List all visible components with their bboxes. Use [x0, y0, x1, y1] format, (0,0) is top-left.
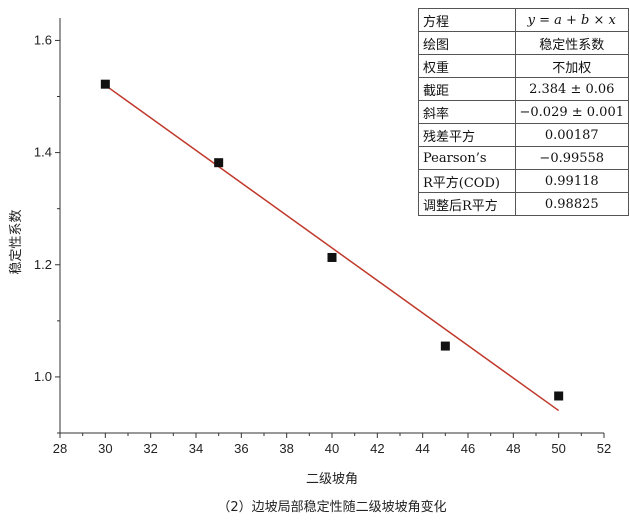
stats-row: 斜率 −0.029 ± 0.001: [418, 100, 629, 124]
x-tick-label: 44: [415, 441, 429, 456]
fit-statistics-table: 方程 y = a + b × x 绘图 稳定性系数 权重 不加权 截距 2.384 ± 0.0…: [418, 8, 629, 216]
stats-row: 权重 不加权: [418, 54, 629, 78]
y-tick-label: 1.4: [34, 145, 52, 160]
data-point-marker: [214, 158, 224, 168]
stats-label: 方程: [418, 8, 516, 32]
stats-row: 截距 2.384 ± 0.06: [418, 77, 629, 101]
figure-caption: （2）边坡局部稳定性随二级坡坡角变化: [217, 499, 446, 515]
stats-label: 调整后R平方: [418, 192, 516, 216]
data-points: [100, 79, 564, 401]
stats-row: 方程 y = a + b × x: [418, 8, 629, 32]
x-tick-label: 52: [597, 441, 611, 456]
fit-line-group: [104, 84, 560, 412]
stats-row: 绘图 稳定性系数: [418, 31, 629, 55]
data-point-marker: [440, 341, 450, 351]
y-tick-label: 1.6: [34, 32, 52, 47]
stats-label: 截距: [418, 77, 516, 101]
x-tick-label: 42: [370, 441, 384, 456]
x-tick-label: 28: [53, 441, 67, 456]
y-axis-title: 稳定性系数: [8, 209, 24, 274]
x-tick-label: 34: [189, 441, 203, 456]
x-tick-label: 32: [143, 441, 157, 456]
stats-label: 斜率: [418, 100, 516, 124]
x-axis-title: 二级坡角: [306, 472, 358, 487]
x-tick-label: 50: [551, 441, 565, 456]
stats-label: 权重: [418, 54, 516, 78]
x-tick-label: 48: [506, 441, 520, 456]
stats-value: 0.99118: [514, 169, 629, 193]
stats-value: 不加权: [514, 54, 629, 78]
x-tick-label: 30: [98, 441, 112, 456]
y-ticks: 1.0 1.2 1.4 1.6: [34, 32, 60, 434]
stats-value: 0.98825: [514, 192, 629, 216]
stats-row: R平方(COD) 0.99118: [418, 169, 629, 193]
stats-label: R平方(COD): [418, 169, 516, 193]
data-point-marker: [554, 391, 564, 401]
stats-row: 调整后R平方 0.98825: [418, 192, 629, 216]
linear-fit-line: [104, 84, 560, 412]
x-tick-label: 40: [325, 441, 339, 456]
data-point-marker: [100, 79, 110, 89]
y-tick-label: 1.0: [34, 369, 52, 384]
y-tick-label: 1.2: [34, 257, 52, 272]
stats-row: 残差平方 0.00187: [418, 123, 629, 147]
stats-label: Pearson’s: [418, 146, 516, 170]
stats-value: 稳定性系数: [514, 31, 629, 55]
stats-label: 绘图: [418, 31, 516, 55]
x-tick-label: 36: [234, 441, 248, 456]
stats-label: 残差平方: [418, 123, 516, 147]
stats-value: y = a + b × x: [514, 8, 629, 32]
stats-value: 2.384 ± 0.06: [514, 77, 629, 101]
stats-row: Pearson’s −0.99558: [418, 146, 629, 170]
x-ticks: 28 30 32 34 36 38 40 42 44 46 48 50 52: [53, 433, 611, 456]
stats-value: −0.029 ± 0.001: [514, 100, 629, 124]
stats-value: −0.99558: [514, 146, 629, 170]
x-tick-label: 38: [279, 441, 293, 456]
data-point-marker: [327, 252, 337, 262]
stats-value: 0.00187: [514, 123, 629, 147]
x-tick-label: 46: [461, 441, 475, 456]
